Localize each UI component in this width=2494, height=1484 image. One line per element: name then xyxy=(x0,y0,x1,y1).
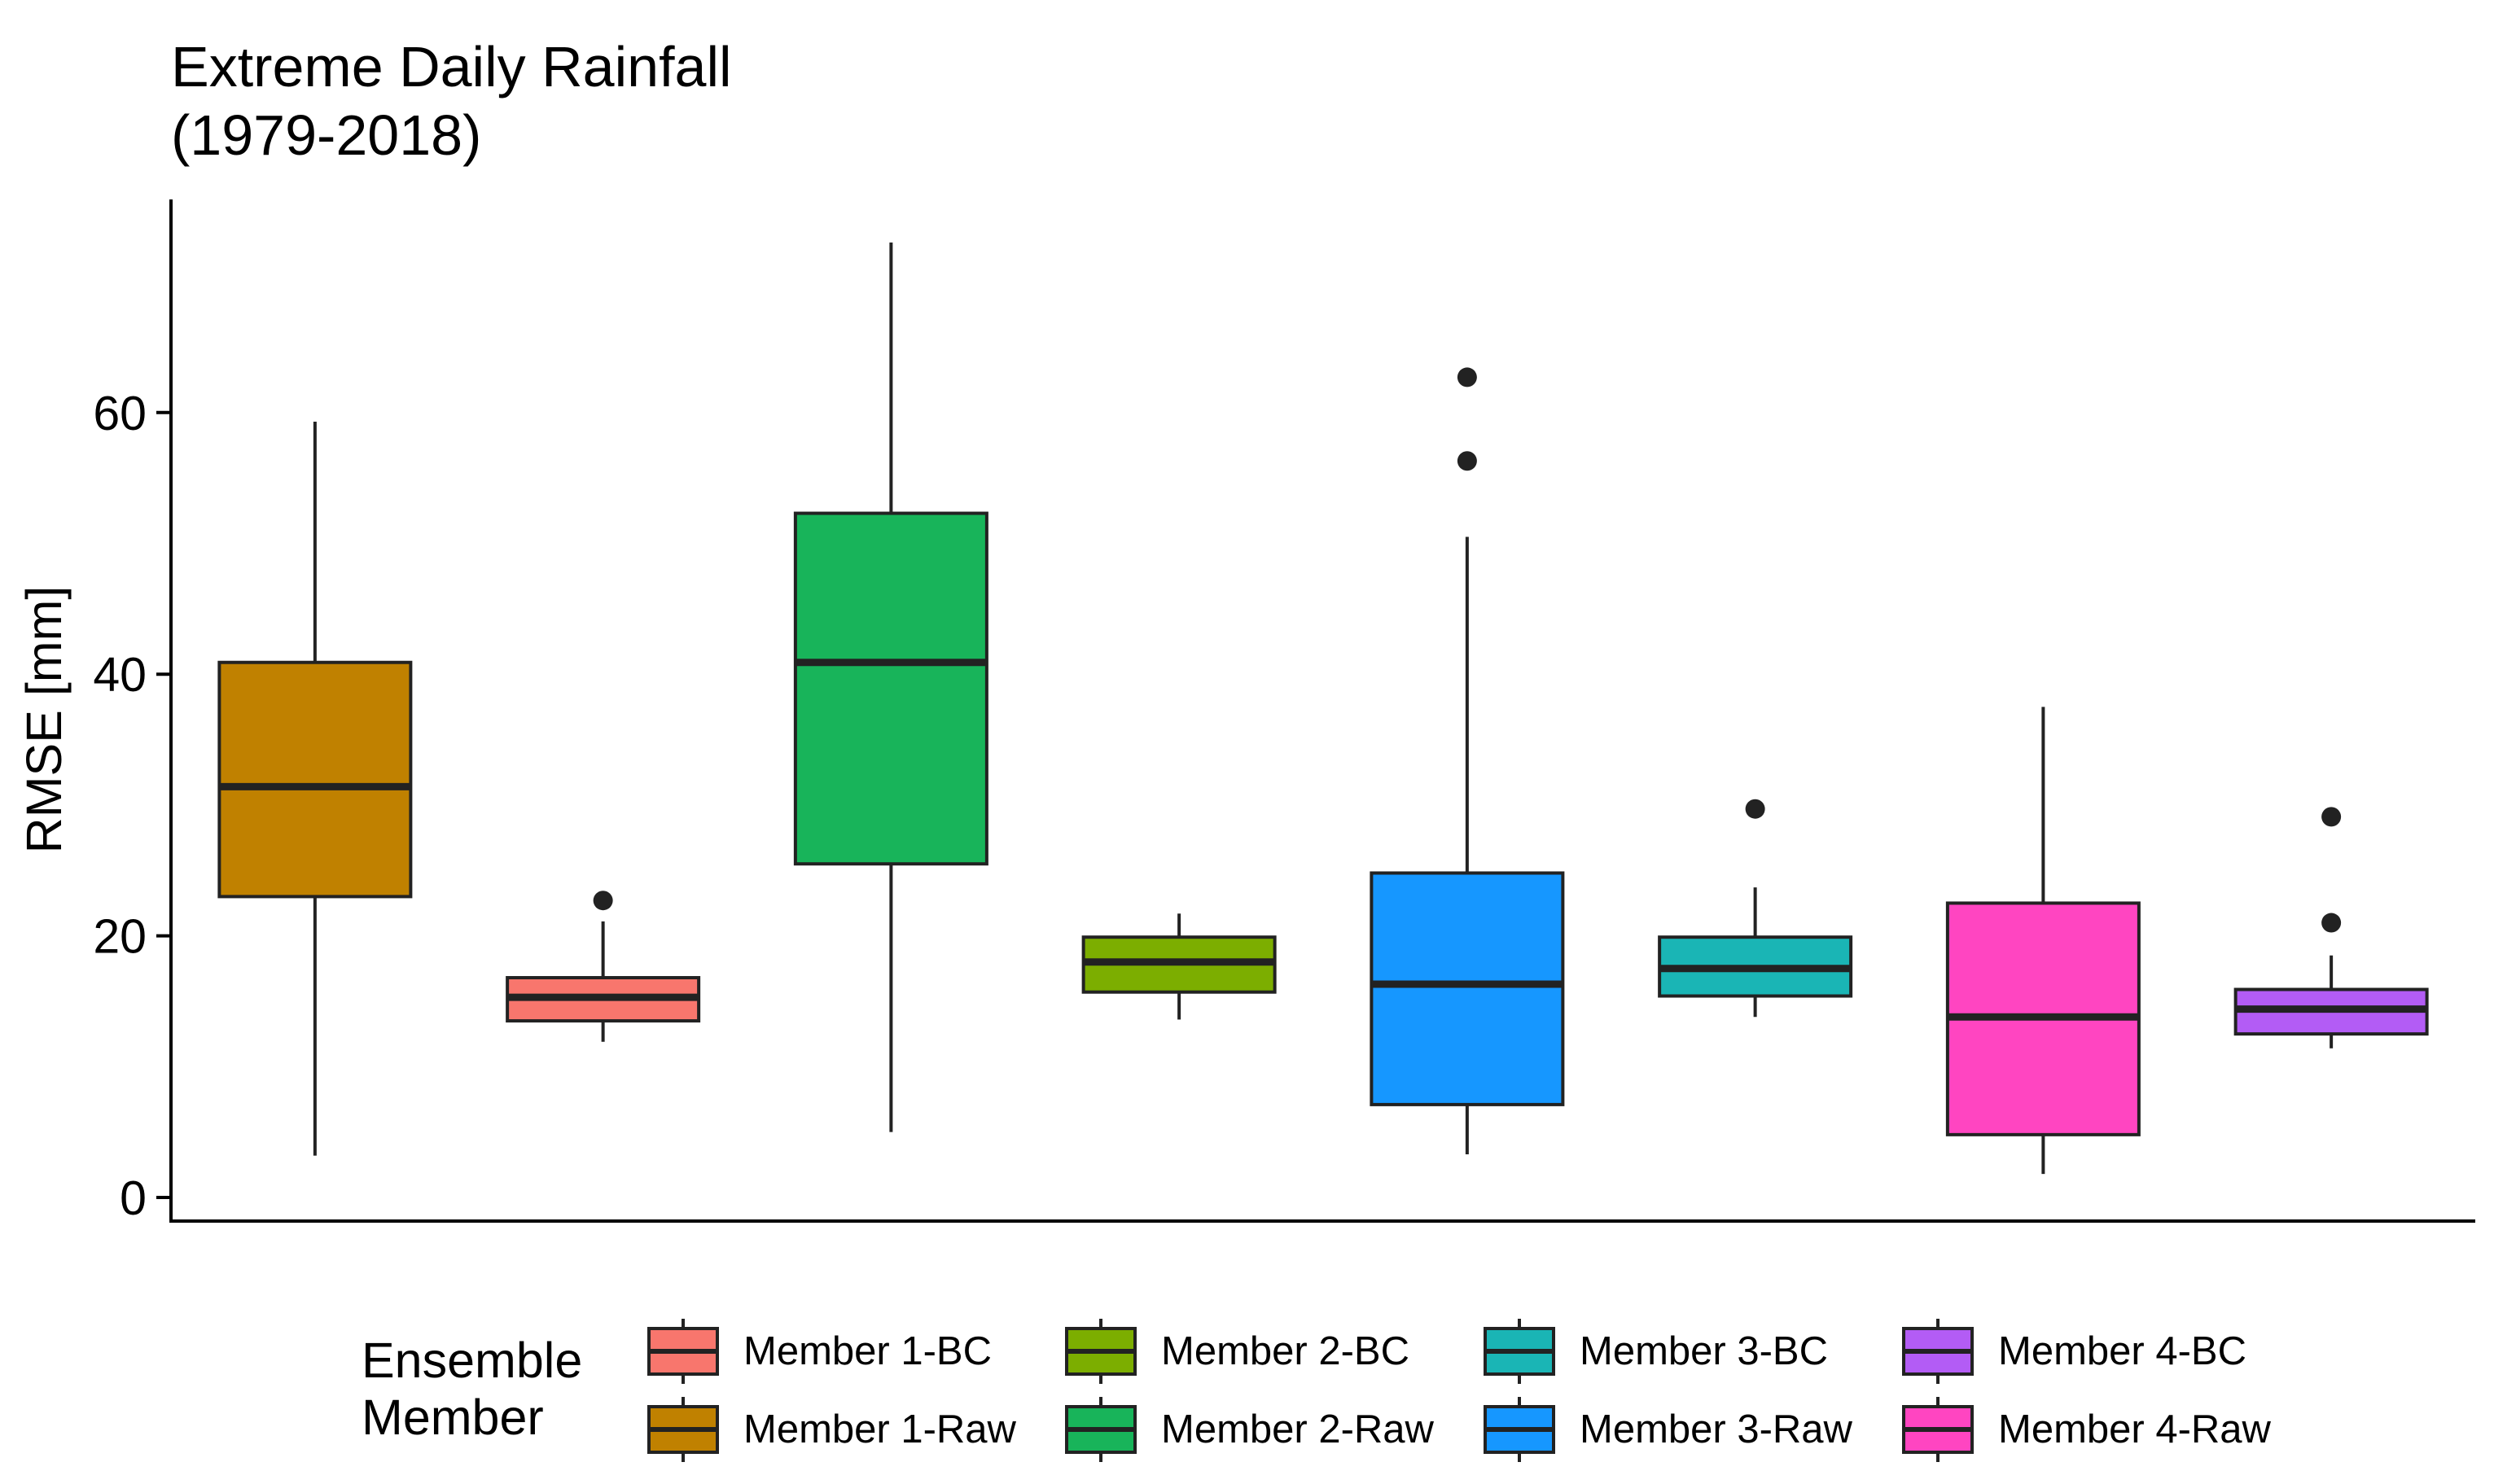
boxplot-member-3-raw xyxy=(1370,367,1565,1154)
legend-title: Ensemble Member xyxy=(362,1332,582,1446)
boxplot-member-3-bc xyxy=(1658,799,1853,1018)
boxplot-member-1-bc xyxy=(506,891,701,1042)
y-axis-title: RMSE [mm] xyxy=(16,585,72,854)
boxplot-member-1-raw xyxy=(217,422,413,1156)
legend-label: Member 3-BC xyxy=(1580,1329,1828,1373)
legend-label: Member 3-Raw xyxy=(1580,1407,1852,1451)
chart-title: Extreme Daily Rainfall (1979-2018) xyxy=(171,33,732,169)
outlier-point xyxy=(2321,913,2342,933)
legend-label: Member 4-BC xyxy=(1998,1329,2246,1373)
boxplot-member-4-bc xyxy=(2233,807,2429,1048)
legend-key xyxy=(1484,1319,1555,1384)
legend-label: Member 1-BC xyxy=(743,1329,992,1373)
legend-label: Member 2-BC xyxy=(1161,1329,1409,1373)
chart-title-line-1: Extreme Daily Rainfall xyxy=(171,35,732,98)
legend-key xyxy=(647,1397,719,1462)
boxplot-member-2-bc xyxy=(1081,913,1277,1020)
outlier-point xyxy=(1457,451,1477,471)
legend-key xyxy=(1065,1397,1137,1462)
box xyxy=(217,660,413,899)
legend-title-line-1: Ensemble xyxy=(362,1333,583,1388)
y-tick-label: 40 xyxy=(93,648,147,702)
legend-title-line-2: Member xyxy=(362,1390,544,1445)
legend-key xyxy=(1902,1397,1974,1462)
legend-label: Member 1-Raw xyxy=(743,1407,1016,1451)
legend-key xyxy=(1902,1319,1974,1384)
outlier-point xyxy=(593,891,613,911)
outlier-point xyxy=(2321,807,2342,827)
legend-key xyxy=(647,1319,719,1384)
y-tick-label: 20 xyxy=(93,910,147,964)
box xyxy=(1370,871,1565,1106)
legend-label: Member 4-Raw xyxy=(1998,1407,2271,1451)
legend-key xyxy=(1484,1397,1555,1462)
box xyxy=(793,511,988,866)
y-tick-label: 60 xyxy=(93,387,147,440)
boxplot-member-4-raw xyxy=(1945,707,2141,1175)
outlier-point xyxy=(1745,799,1765,819)
y-tick-label: 0 xyxy=(120,1171,147,1225)
outlier-point xyxy=(1457,367,1477,387)
chart-title-line-2: (1979-2018) xyxy=(171,103,482,167)
boxplot-member-2-raw xyxy=(793,242,988,1132)
legend-label: Member 2-Raw xyxy=(1161,1407,1434,1451)
legend-key xyxy=(1065,1319,1137,1384)
